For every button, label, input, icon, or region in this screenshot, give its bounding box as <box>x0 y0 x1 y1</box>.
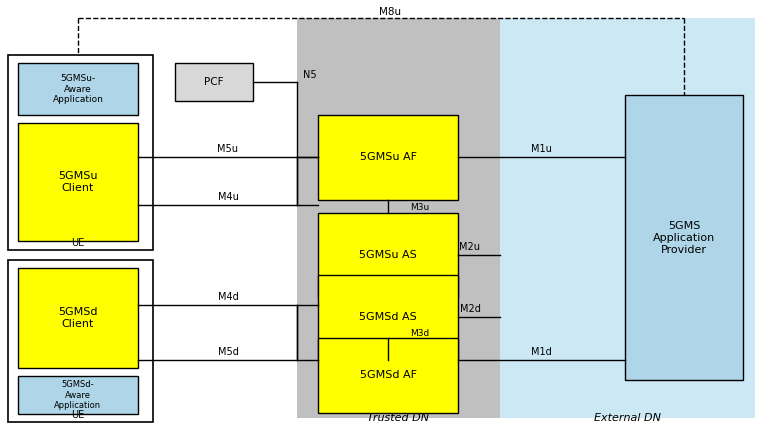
Text: M1u: M1u <box>530 144 551 154</box>
Bar <box>18 376 138 414</box>
Text: 5GMSu AF: 5GMSu AF <box>359 152 416 162</box>
Text: Trusted DN: Trusted DN <box>367 413 429 423</box>
Bar <box>18 123 138 241</box>
Bar <box>318 275 458 360</box>
Text: PCF: PCF <box>204 77 224 87</box>
Bar <box>8 260 153 422</box>
Bar <box>500 18 755 418</box>
Text: 5GMS
Application
Provider: 5GMS Application Provider <box>653 221 715 254</box>
Bar <box>318 213 458 298</box>
Text: N5: N5 <box>303 70 317 80</box>
Text: M3d: M3d <box>410 329 429 339</box>
Bar <box>175 63 253 101</box>
Bar <box>18 268 138 368</box>
Text: UE: UE <box>72 410 85 420</box>
Text: M4d: M4d <box>217 292 238 302</box>
Bar <box>297 18 500 418</box>
Text: M5u: M5u <box>217 144 238 154</box>
Text: M4u: M4u <box>217 192 238 202</box>
Text: 5GMSu AS: 5GMSu AS <box>359 250 417 260</box>
Text: 5GMSd
Client: 5GMSd Client <box>59 307 98 329</box>
Text: M2u: M2u <box>460 242 480 252</box>
Bar <box>318 115 458 200</box>
Text: 5GMSu-
Aware
Application: 5GMSu- Aware Application <box>52 74 103 104</box>
Text: M8u: M8u <box>379 7 401 17</box>
Text: M3u: M3u <box>410 202 429 212</box>
Text: 5GMSd-
Aware
Application: 5GMSd- Aware Application <box>55 380 102 410</box>
Text: M5d: M5d <box>217 347 238 357</box>
Text: 5GMSd AS: 5GMSd AS <box>359 312 417 322</box>
Bar <box>18 63 138 115</box>
Bar <box>625 95 743 380</box>
Bar <box>8 55 153 250</box>
Text: M1d: M1d <box>530 347 551 357</box>
Text: M2d: M2d <box>460 304 480 314</box>
Text: UE: UE <box>72 238 85 248</box>
Bar <box>318 338 458 413</box>
Text: External DN: External DN <box>594 413 661 423</box>
Text: 5GMSu
Client: 5GMSu Client <box>59 171 98 193</box>
Text: 5GMSd AF: 5GMSd AF <box>359 370 416 380</box>
